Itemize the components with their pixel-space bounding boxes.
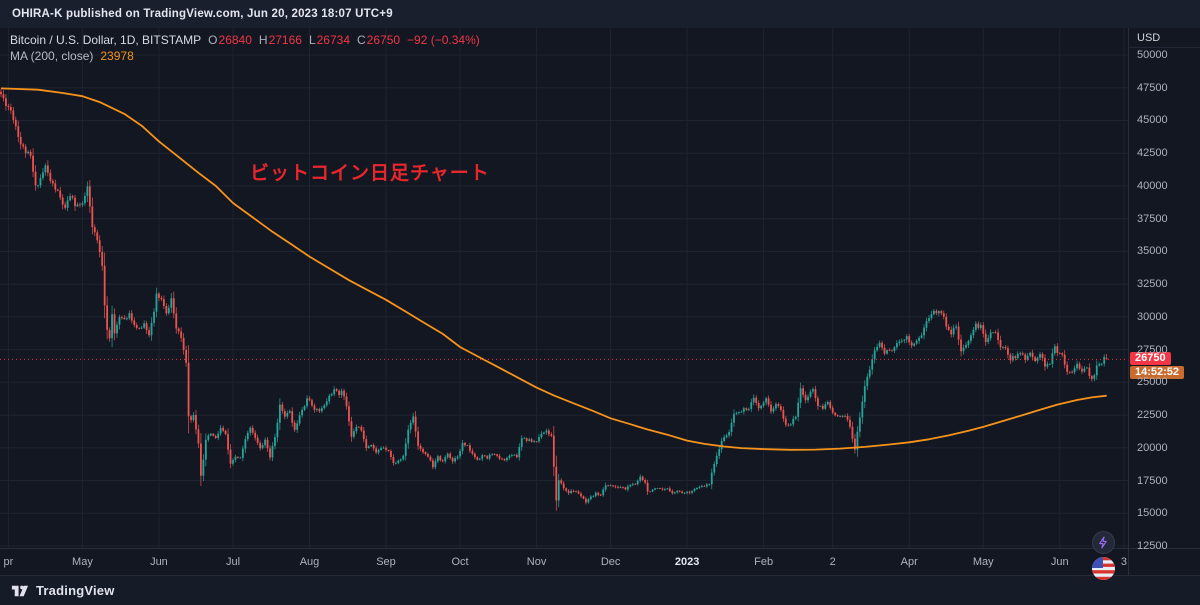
- ma-label: MA (200, close): [10, 49, 94, 63]
- price-axis-label: 40000: [1137, 180, 1168, 192]
- ohlc-low: L26734: [308, 33, 350, 47]
- time-axis-label: Sep: [376, 556, 396, 568]
- time-axis-label: Oct: [451, 556, 469, 568]
- legend-symbol-row: Bitcoin / U.S. Dollar, 1D, BITSTAMP O268…: [10, 32, 480, 48]
- ma-value: 23978: [100, 49, 134, 63]
- price-chart[interactable]: Bitcoin / U.S. Dollar, 1D, BITSTAMP O268…: [0, 28, 1128, 548]
- chart-legend[interactable]: Bitcoin / U.S. Dollar, 1D, BITSTAMP O268…: [10, 32, 480, 64]
- us-flag-icon: [1092, 557, 1115, 580]
- tradingview-wordmark: TradingView: [36, 583, 115, 598]
- price-axis[interactable]: USD 26750 14:52:52 50000 47500 45000 42500 4…: [1128, 28, 1200, 575]
- publish-info-text: OHIRA-K published on TradingView.com, Ju…: [12, 8, 393, 20]
- axis-currency-label: USD: [1129, 28, 1200, 48]
- price-axis-label: 27500: [1137, 344, 1168, 356]
- price-axis-label: 22500: [1137, 409, 1168, 421]
- time-axis-label: Jun: [150, 556, 168, 568]
- price-axis-label: 20000: [1137, 442, 1168, 454]
- price-axis-label: 12500: [1137, 540, 1168, 552]
- boost-button[interactable]: [1092, 531, 1115, 554]
- price-axis-label: 25000: [1137, 376, 1168, 388]
- time-axis[interactable]: pr May Jun Jul Aug Sep Oct Nov Dec 2023 Feb 2 Apr May…: [0, 548, 1200, 575]
- price-axis-label: 50000: [1137, 49, 1168, 61]
- time-axis-label: Nov: [526, 556, 547, 568]
- time-axis-label: 2023: [674, 556, 700, 568]
- price-axis-label: 47500: [1137, 82, 1168, 94]
- tradingview-logo-icon: [11, 585, 29, 597]
- time-axis-label: May: [972, 556, 994, 568]
- change-value: −92 (−0.34%): [407, 33, 480, 47]
- lightning-icon: [1099, 536, 1107, 549]
- price-axis-label: 45000: [1137, 114, 1168, 126]
- publish-info-bar: OHIRA-K published on TradingView.com, Ju…: [0, 0, 1200, 28]
- price-axis-label: 32500: [1137, 278, 1168, 290]
- price-axis-label: 30000: [1137, 311, 1168, 323]
- time-axis-label: 3: [1120, 556, 1127, 568]
- tradingview-footer-link[interactable]: TradingView: [0, 575, 1200, 605]
- last-price-tag: 26750: [1130, 352, 1171, 365]
- price-axis-label: 42500: [1137, 147, 1168, 159]
- legend-ma-row: MA (200, close) 23978: [10, 48, 480, 64]
- time-axis-label: Jun: [1050, 556, 1069, 568]
- chart-text-annotation[interactable]: ビットコイン日足チャート: [250, 163, 490, 184]
- time-axis-label: May: [72, 556, 93, 568]
- ohlc-high: H27166: [258, 33, 302, 47]
- price-axis-label: 35000: [1137, 245, 1168, 257]
- price-axis-label: 15000: [1137, 507, 1168, 519]
- bar-countdown-tag: 14:52:52: [1130, 366, 1185, 379]
- time-axis-label: Apr: [900, 556, 918, 568]
- time-axis-label: Aug: [299, 556, 320, 568]
- ohlc-close: C26750: [357, 33, 401, 47]
- symbol-title: Bitcoin / U.S. Dollar, 1D, BITSTAMP: [10, 33, 202, 47]
- price-axis-label: 37500: [1137, 213, 1168, 225]
- candlestick-canvas[interactable]: [0, 28, 1128, 548]
- time-axis-label: Feb: [754, 556, 774, 568]
- chart-floating-buttons: [1092, 531, 1115, 580]
- time-axis-label: Dec: [600, 556, 621, 568]
- time-axis-label: pr: [3, 556, 14, 568]
- ohlc-open: O26840: [208, 33, 252, 47]
- time-axis-label: 2: [829, 556, 836, 568]
- time-axis-label: Jul: [225, 556, 241, 568]
- flag-button[interactable]: [1092, 557, 1115, 580]
- price-axis-label: 17500: [1137, 475, 1168, 487]
